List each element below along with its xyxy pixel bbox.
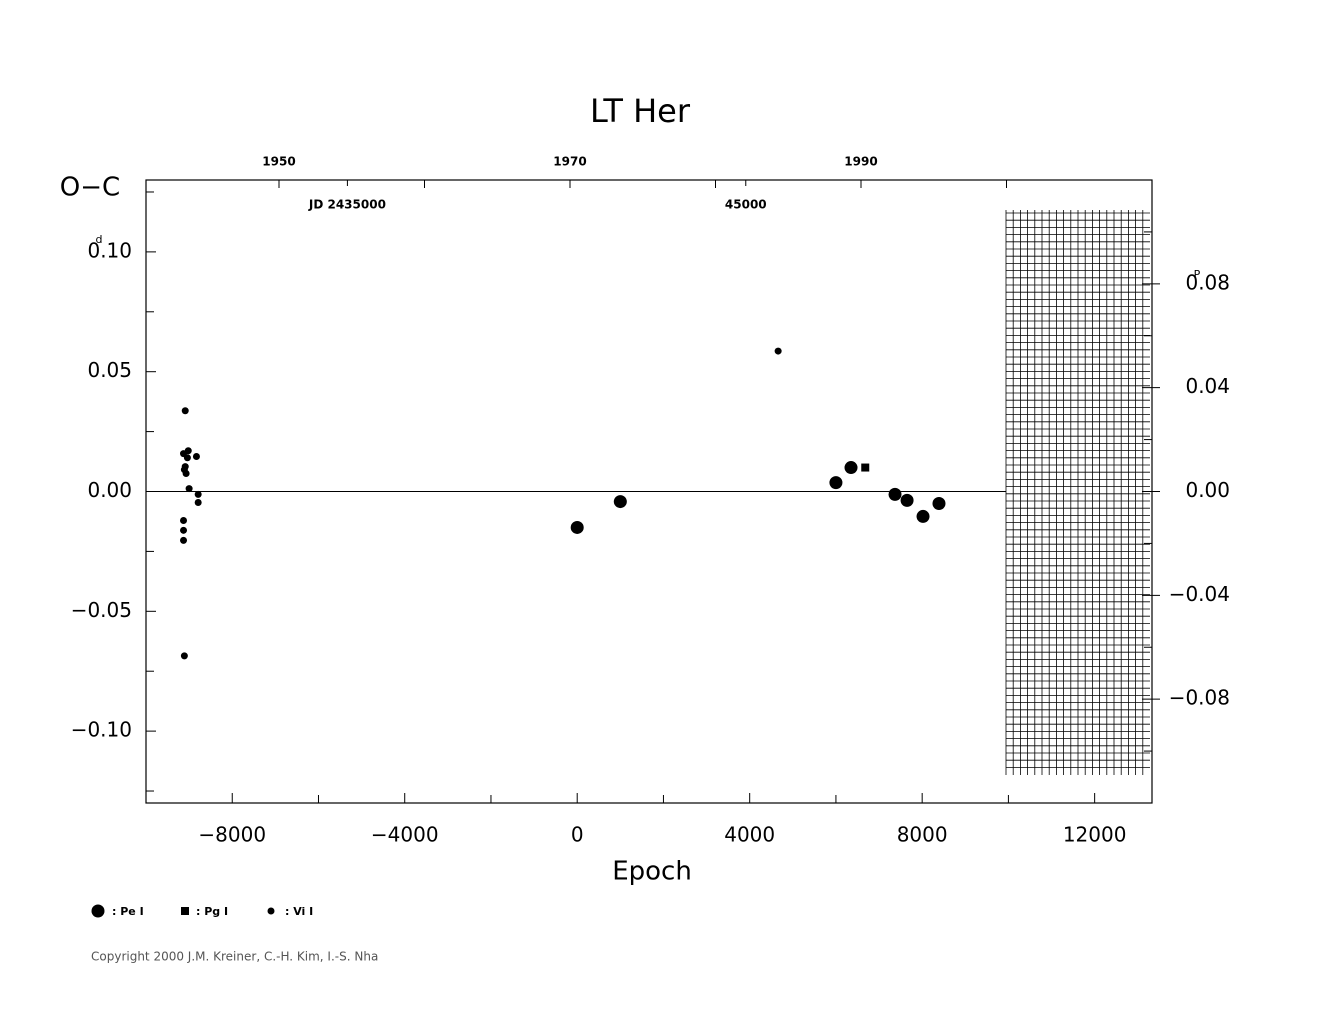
legend-marker — [267, 907, 275, 915]
y-tick-label: −0.05 — [71, 598, 132, 622]
point — [613, 495, 627, 509]
y-axis-label: O−C — [60, 173, 120, 203]
x-tick-label: 12000 — [1063, 823, 1127, 847]
point — [180, 516, 188, 524]
jd-label: 45000 — [725, 198, 767, 212]
y-tick-label: 0.10 — [87, 238, 132, 262]
x2-tick-label: 1950 — [262, 155, 295, 169]
chart-title: LT Her — [590, 92, 691, 130]
point — [861, 463, 870, 472]
point — [192, 453, 200, 461]
y2-tick-label: 0.04 — [1185, 374, 1230, 398]
y-tick-label: −0.10 — [71, 718, 132, 742]
x2-tick-label: 1970 — [553, 155, 586, 169]
x2-tick-label: 1990 — [844, 155, 877, 169]
y-unit: d — [96, 233, 103, 246]
point — [181, 407, 189, 415]
legend-marker — [91, 904, 105, 918]
y-tick-label: 0.00 — [87, 478, 132, 502]
point — [185, 485, 193, 493]
point — [900, 493, 914, 507]
x-tick-label: −8000 — [198, 823, 266, 847]
point — [774, 347, 782, 355]
legend-label: : Pg I — [196, 905, 228, 918]
x-axis-label: Epoch — [612, 857, 692, 887]
y2-tick-label: −0.08 — [1169, 686, 1230, 710]
point — [932, 496, 946, 510]
x-tick-label: −4000 — [371, 823, 439, 847]
point — [844, 461, 858, 475]
point — [194, 490, 202, 498]
point — [829, 476, 843, 490]
legend-label: : Vi I — [285, 905, 313, 918]
y2-tick-label: 0.00 — [1185, 478, 1230, 502]
point — [916, 509, 930, 523]
x-tick-label: 0 — [571, 823, 584, 847]
copyright: Copyright 2000 J.M. Kreiner, C.-H. Kim, … — [91, 950, 378, 964]
legend-label: : Pe I — [112, 905, 144, 918]
y2-unit: P — [1194, 268, 1201, 281]
point — [183, 454, 191, 462]
y2-tick-label: 0.08 — [1185, 270, 1230, 294]
legend-marker — [181, 907, 189, 915]
x-tick-label: 4000 — [724, 823, 775, 847]
point — [180, 652, 188, 660]
jd-label: JD 2435000 — [308, 198, 386, 212]
y-tick-label: 0.05 — [87, 358, 132, 382]
point — [182, 470, 190, 478]
point — [888, 487, 902, 501]
x-tick-label: 8000 — [897, 823, 948, 847]
point — [180, 536, 188, 544]
point — [194, 499, 202, 507]
point — [570, 520, 584, 534]
y2-tick-label: −0.04 — [1169, 582, 1230, 606]
point — [180, 526, 188, 534]
